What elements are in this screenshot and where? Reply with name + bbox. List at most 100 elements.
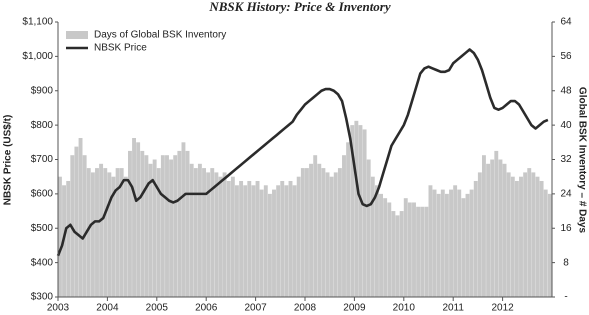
bar [185,150,190,297]
x-tick-label: 2003 [47,303,70,314]
bar [239,180,244,297]
bar [86,168,91,297]
bar [119,168,124,297]
bar [288,180,293,297]
bar [136,142,141,297]
bar [457,189,462,297]
legend-label: NBSK Price [94,43,147,54]
bar [259,189,264,297]
bar [189,163,194,297]
bar [547,193,552,297]
bar [366,159,371,297]
bar [148,163,153,297]
plot-area [56,48,552,297]
bar [333,172,338,297]
bar [424,206,429,297]
bar [144,155,149,297]
legend-swatch [66,31,88,39]
bar [428,185,433,297]
bar [403,198,408,297]
bar [177,150,182,297]
y2-tick-label: 32 [560,154,572,165]
y-tick-label: $400 [31,257,54,268]
bar [477,172,482,297]
bar [321,168,326,297]
bar [247,180,252,297]
bar [218,176,223,297]
bar [202,168,206,297]
y-tick-label: $1,100 [22,17,53,28]
bar [502,163,507,297]
bar [206,172,211,297]
y-axis-title: NBSK Price (US$/t) [3,115,14,206]
x-tick-label: 2008 [294,303,317,314]
bar [309,163,313,297]
bar [453,185,458,297]
bar [432,189,437,297]
y-tick-label: $500 [31,223,54,234]
bar [284,185,289,297]
bar [461,198,466,297]
y-tick-label: $800 [31,120,54,131]
y-tick-label: $700 [31,154,54,165]
bar [165,155,169,297]
x-tick-label: 2009 [343,303,366,314]
bar [222,172,227,297]
y2-tick-label: 48 [560,85,572,96]
y-tick-label: $600 [31,189,54,200]
x-tick-label: 2011 [442,303,464,314]
bar [350,125,355,297]
legend-label: Days of Global BSK Inventory [94,30,226,41]
line [56,48,549,257]
y2-tick-label: 24 [560,189,572,200]
bar [305,168,309,297]
bar [391,211,396,297]
bar [379,193,383,297]
bar [539,180,544,297]
bar [243,185,248,297]
bar [535,176,540,297]
bar [78,138,83,297]
bar [412,202,416,297]
bar [531,172,536,297]
bar [313,155,318,297]
chart-title: NBSK History: Price & Inventory [208,0,391,14]
bar [370,176,375,297]
bar [358,125,363,297]
bar [444,193,449,297]
bar [374,185,379,297]
bar [140,150,145,297]
bar [329,176,334,297]
bar [251,185,256,297]
bar [337,168,342,297]
bar [407,202,412,297]
bar [473,180,478,297]
bar [296,176,301,297]
bar [263,185,268,297]
bar [383,198,388,297]
bar [235,185,239,297]
bar [362,129,367,297]
bar [482,155,486,297]
y2-tick-label: 64 [560,17,572,28]
bar [510,176,515,297]
bar [267,193,272,297]
bar [272,189,276,297]
bar [416,206,421,297]
bar [82,155,87,297]
x-tick-label: 2006 [195,303,218,314]
bar [399,211,404,297]
y2-tick-label: 40 [560,120,572,131]
bar [346,142,351,297]
bar [490,159,495,297]
bar [160,155,165,297]
bar [469,189,474,297]
x-tick-label: 2010 [393,303,416,314]
bar [498,159,503,297]
bar [226,180,231,297]
bar [181,142,186,297]
bar [465,193,470,297]
bar [111,176,116,297]
bar [436,193,441,297]
